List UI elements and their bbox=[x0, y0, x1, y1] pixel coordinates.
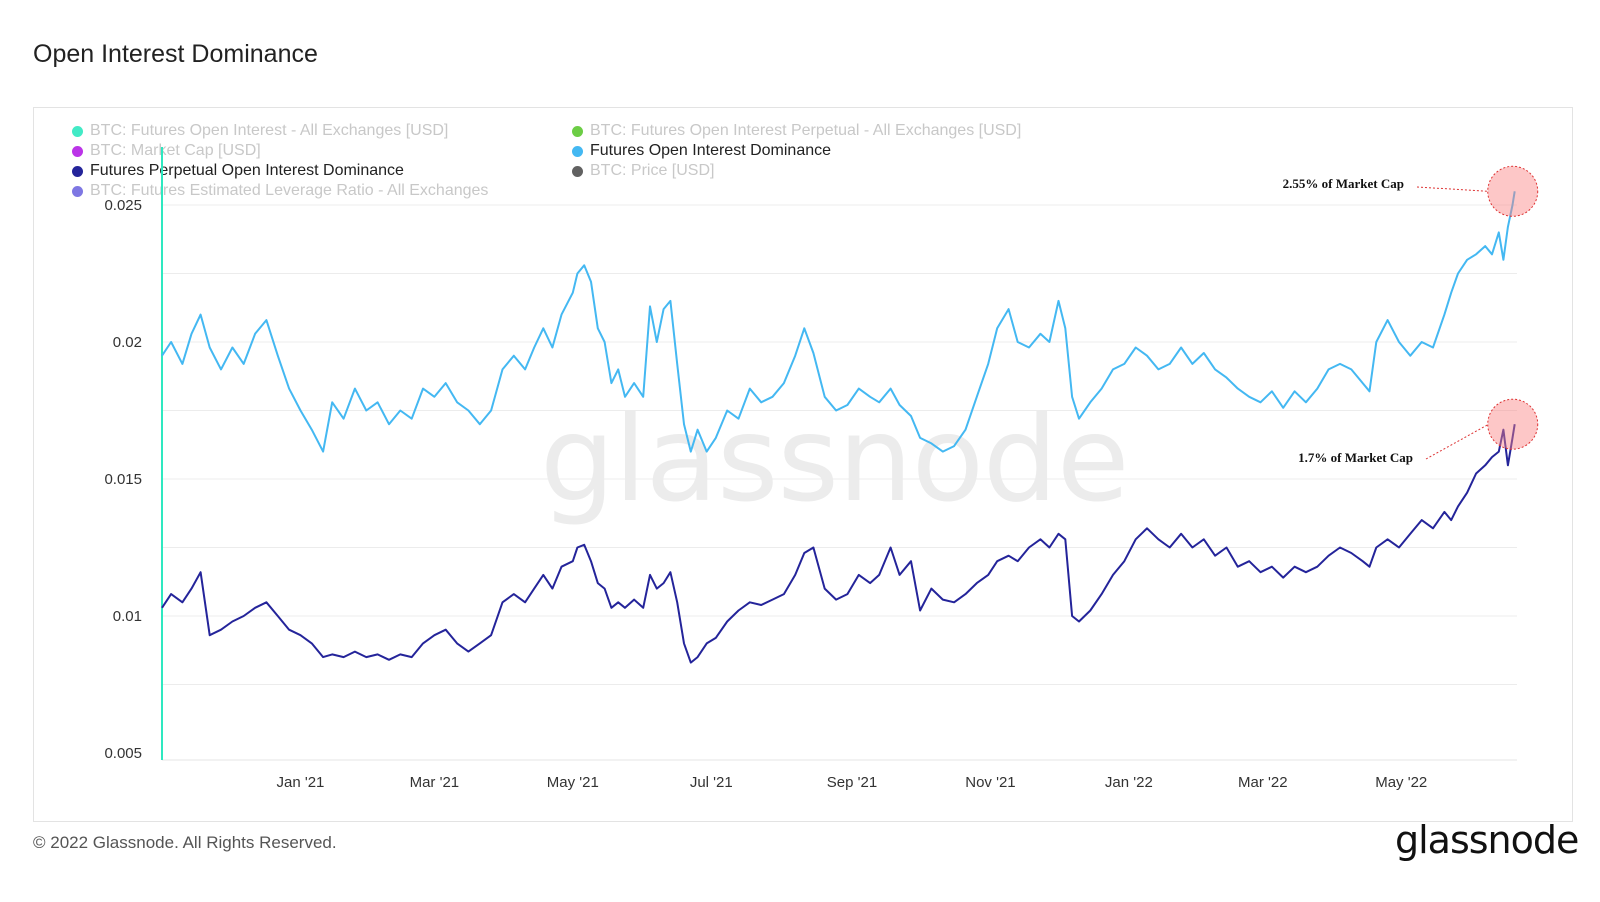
x-tick-label: May '21 bbox=[547, 774, 599, 791]
legend-dot-icon bbox=[72, 185, 83, 197]
lower-annotation-label: 1.7% of Market Cap bbox=[1298, 450, 1413, 465]
glassnode-logo: glassnode bbox=[1395, 818, 1579, 862]
x-axis-ticks: Jan '21 Mar '21 May '21 Jul '21 Sep '21 Nov '… bbox=[276, 774, 1427, 791]
x-tick-label: Jan '21 bbox=[276, 774, 324, 791]
chart-panel bbox=[33, 107, 1573, 822]
legend-item-futures-oi-perpetual[interactable]: BTC: Futures Open Interest Perpetual - A… bbox=[572, 122, 1021, 140]
legend-label: BTC: Price [USD] bbox=[590, 162, 715, 179]
x-tick-label: Nov '21 bbox=[965, 774, 1015, 791]
legend-label: Futures Perpetual Open Interest Dominanc… bbox=[90, 162, 404, 179]
chart-legend: BTC: Futures Open Interest - All Exchang… bbox=[72, 122, 1172, 208]
watermark: glassnode bbox=[540, 390, 1129, 528]
page-title: Open Interest Dominance bbox=[33, 40, 318, 68]
legend-item-price[interactable]: BTC: Price [USD] bbox=[572, 162, 714, 180]
legend-dot-icon bbox=[72, 165, 83, 177]
y-axis-ticks: 0.005 0.01 0.015 0.02 0.025 bbox=[104, 197, 142, 762]
legend-label: BTC: Futures Open Interest - All Exchang… bbox=[90, 122, 449, 139]
legend-item-futures-oi[interactable]: BTC: Futures Open Interest - All Exchang… bbox=[72, 122, 448, 140]
lower-annotation-highlight-circle bbox=[1487, 398, 1539, 450]
lower-annotation-pointer-line bbox=[1425, 423, 1489, 460]
legend-item-perp-oi-dominance[interactable]: Futures Perpetual Open Interest Dominanc… bbox=[72, 162, 404, 180]
x-tick-label: Jan '22 bbox=[1105, 774, 1153, 791]
y-tick-label: 0.025 bbox=[104, 197, 142, 214]
y-tick-label: 0.005 bbox=[104, 745, 142, 762]
legend-dot-icon bbox=[72, 125, 83, 137]
y-tick-label: 0.02 bbox=[113, 334, 142, 351]
legend-label: BTC: Futures Estimated Leverage Ratio - … bbox=[90, 182, 489, 199]
legend-item-leverage-ratio[interactable]: BTC: Futures Estimated Leverage Ratio - … bbox=[72, 182, 488, 200]
annotations: 2.55% of Market Cap 1.7% of Market Cap bbox=[1283, 165, 1539, 465]
legend-dot-icon bbox=[572, 165, 583, 177]
y-tick-label: 0.01 bbox=[113, 608, 142, 625]
legend-label: BTC: Futures Open Interest Perpetual - A… bbox=[590, 122, 1022, 139]
upper-annotation-highlight-circle bbox=[1487, 165, 1539, 217]
oi-dominance-line bbox=[161, 191, 1516, 453]
series-lines bbox=[161, 191, 1516, 664]
perp-oi-dominance-line bbox=[161, 424, 1516, 664]
upper-annotation-pointer-line bbox=[1416, 186, 1489, 192]
legend-item-oi-dominance[interactable]: Futures Open Interest Dominance bbox=[572, 142, 831, 160]
legend-dot-icon bbox=[572, 145, 583, 157]
x-tick-label: Mar '21 bbox=[410, 774, 460, 791]
legend-dot-icon bbox=[72, 145, 83, 157]
legend-item-market-cap[interactable]: BTC: Market Cap [USD] bbox=[72, 142, 261, 160]
x-tick-label: Mar '22 bbox=[1238, 774, 1288, 791]
x-tick-label: May '22 bbox=[1375, 774, 1427, 791]
grid-lines bbox=[161, 147, 1517, 761]
upper-annotation-label: 2.55% of Market Cap bbox=[1283, 176, 1404, 191]
x-tick-label: Jul '21 bbox=[690, 774, 733, 791]
legend-label: BTC: Market Cap [USD] bbox=[90, 142, 261, 159]
legend-label: Futures Open Interest Dominance bbox=[590, 142, 832, 159]
x-tick-label: Sep '21 bbox=[827, 774, 877, 791]
copyright-footer: © 2022 Glassnode. All Rights Reserved. bbox=[33, 833, 337, 852]
legend-dot-icon bbox=[572, 125, 583, 137]
y-tick-label: 0.015 bbox=[104, 471, 142, 488]
